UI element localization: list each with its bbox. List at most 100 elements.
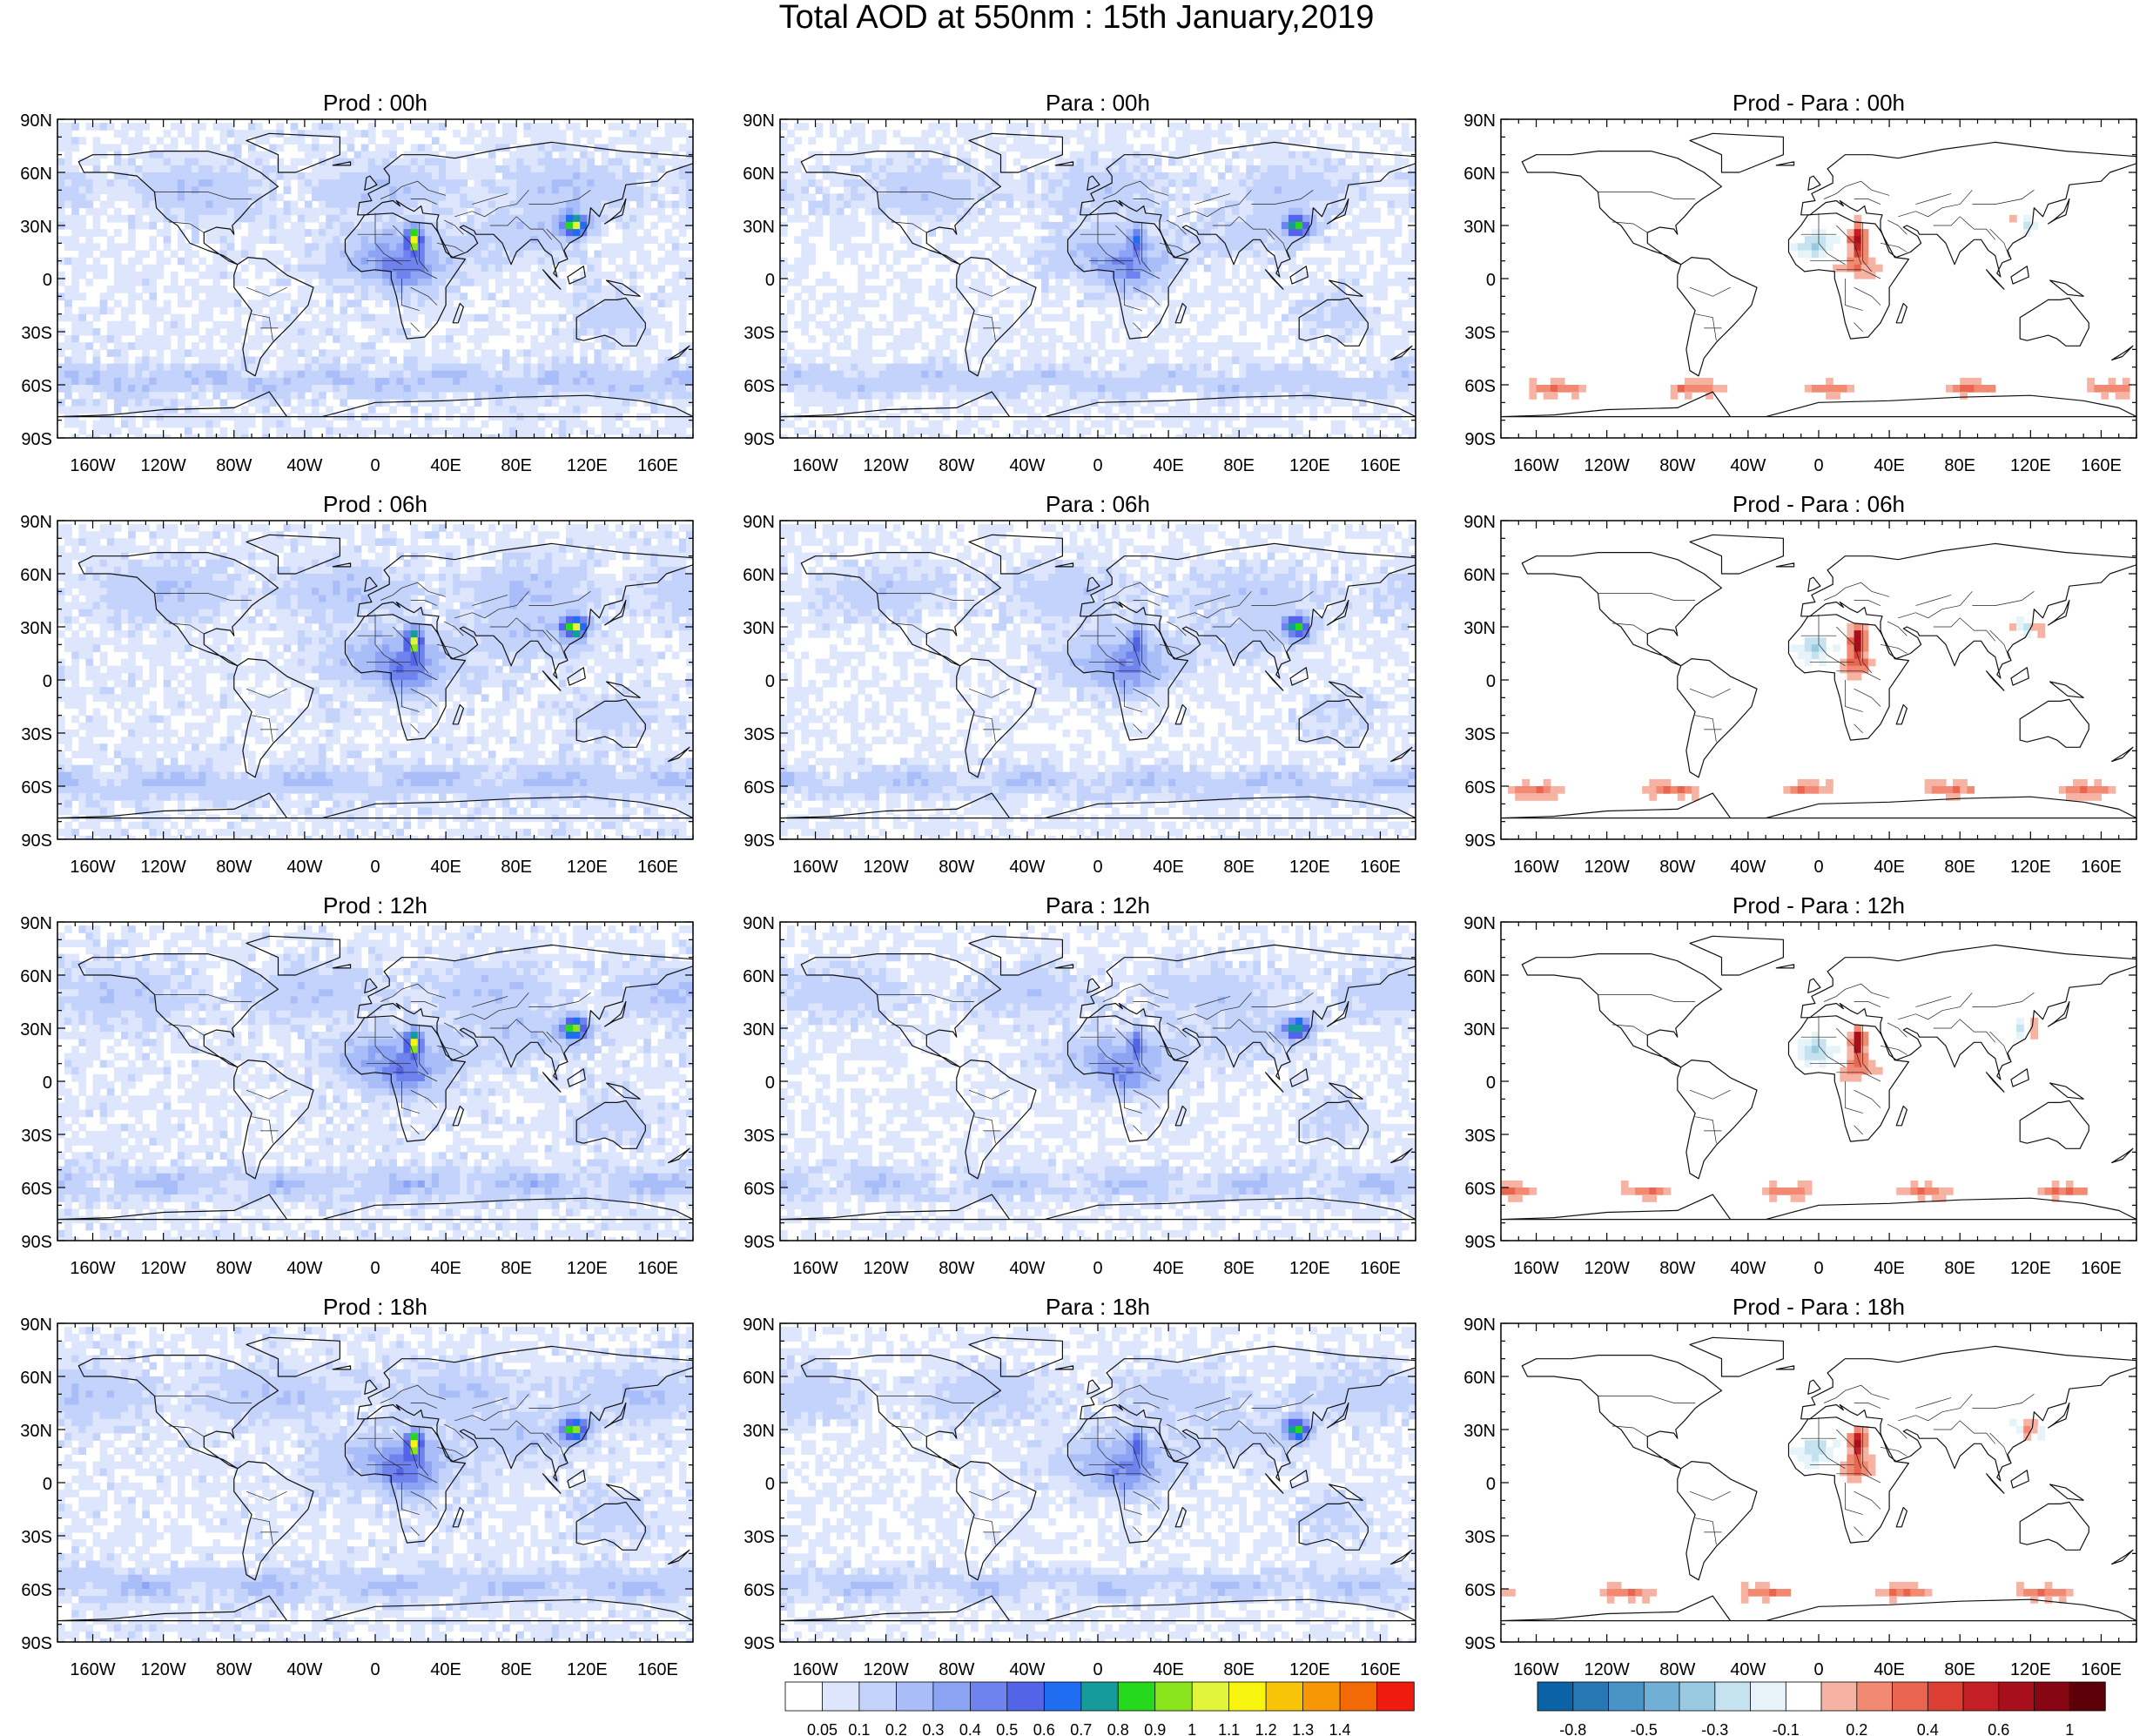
lat-tick-label: 60S	[1464, 1581, 1496, 1600]
panel-title: Para : 12h	[1046, 892, 1150, 918]
country-borders	[1598, 582, 2035, 743]
colorbar-box	[1892, 1681, 1928, 1712]
lon-tick-label: 120W	[1584, 1660, 1630, 1679]
lat-tick-label: 60N	[743, 1369, 775, 1388]
colorbar-box	[970, 1681, 1008, 1712]
lon-tick-label: 120W	[1584, 456, 1630, 475]
lat-tick-label: 60S	[743, 778, 775, 797]
lat-tick-label: 60S	[21, 1581, 52, 1600]
map-panel-prod-12h: Prod : 12h 90N 60N 30N 0 30S 60S 90S 160W 120W 80W…	[20, 892, 694, 1278]
lon-tick-label: 40W	[286, 858, 322, 877]
lat-tick-label: 60N	[743, 566, 775, 585]
lon-tick-label: 160E	[1360, 1660, 1401, 1679]
lat-tick-label: 0	[1486, 1073, 1496, 1093]
lon-tick-label: 80E	[1944, 456, 1975, 475]
lat-tick-label: 90S	[21, 1233, 52, 1252]
lat-tick-label: 0	[765, 672, 775, 691]
lat-tick-label: 90N	[1463, 914, 1496, 933]
colorbar-box	[1927, 1681, 1964, 1712]
colorbar-box	[1376, 1681, 1415, 1712]
country-borders	[877, 582, 1314, 743]
lon-tick-label: 120W	[864, 858, 909, 877]
lat-tick-label: 90N	[743, 1315, 775, 1335]
panel-title: Prod : 06h	[323, 491, 427, 517]
lon-tick-label: 160W	[1513, 858, 1558, 877]
coastlines	[1501, 534, 2136, 819]
lon-tick-label: 160E	[1360, 1259, 1401, 1278]
coastlines	[57, 935, 693, 1221]
lon-tick-label: 80E	[1223, 1259, 1255, 1278]
lon-tick-label: 0	[370, 456, 380, 475]
lat-tick-label: 90N	[743, 111, 775, 131]
tick-marks	[57, 1322, 694, 1643]
colorbar-label: 0.6	[1988, 1721, 2009, 1736]
lat-tick-label: 60N	[20, 1369, 52, 1388]
lat-tick-label: 0	[765, 1073, 775, 1093]
tick-marks	[1500, 1322, 2137, 1643]
lon-tick-label: 80W	[939, 456, 974, 475]
lon-tick-label: 80W	[216, 1259, 252, 1278]
country-borders	[877, 983, 1314, 1144]
lat-tick-label: 30S	[743, 1528, 775, 1547]
lon-tick-label: 40E	[1153, 456, 1184, 475]
colorbar-label: -0.5	[1631, 1721, 1658, 1736]
shaded-field	[57, 119, 693, 438]
colorbar-box	[2034, 1681, 2070, 1712]
aod-colorbar: 0.05 0.1 0.2 0.3 0.4 0.5 0.6 0.7 0.8 0.9 1 1.1 1.2 1.…	[784, 1681, 1415, 1736]
lon-tick-label: 40W	[1730, 1259, 1766, 1278]
panel-title: Prod - Para : 06h	[1732, 491, 1905, 517]
lon-tick-label: 80W	[939, 858, 974, 877]
colorbar-label: -0.1	[1773, 1721, 1800, 1736]
lon-tick-label: 80W	[1659, 456, 1695, 475]
colorbar-label: -0.8	[1559, 1721, 1586, 1736]
lon-tick-label: 80W	[939, 1259, 974, 1278]
lon-tick-label: 160W	[792, 456, 838, 475]
colorbar-box	[1962, 1681, 2000, 1712]
lon-tick-label: 120E	[1289, 1259, 1330, 1278]
country-borders	[1598, 180, 2035, 341]
lat-tick-label: 90S	[1464, 1634, 1496, 1653]
lat-tick-label: 30S	[743, 1127, 775, 1146]
lat-tick-label: 0	[43, 672, 52, 691]
lat-tick-label: 90S	[21, 831, 52, 851]
colorbar-box	[1154, 1681, 1193, 1712]
figure-title: Total AOD at 550nm : 15th January,2019	[0, 0, 2153, 35]
lon-tick-label: 80E	[1944, 858, 1975, 877]
lat-tick-label: 90N	[1463, 111, 1496, 131]
colorbar-label: 0.7	[1070, 1721, 1092, 1736]
country-borders	[154, 180, 591, 341]
lon-tick-label: 120E	[567, 858, 608, 877]
lon-tick-label: 120E	[1289, 1660, 1330, 1679]
colorbar-box	[1820, 1681, 1858, 1712]
shaded-field	[57, 922, 693, 1241]
lon-tick-label: 0	[1093, 456, 1102, 475]
lat-tick-label: 90N	[20, 111, 52, 131]
colorbar-box	[1080, 1681, 1120, 1712]
lat-tick-label: 0	[1486, 672, 1496, 691]
lon-tick-label: 0	[1093, 858, 1102, 877]
lon-tick-label: 0	[370, 1660, 380, 1679]
lon-tick-label: 80E	[1944, 1259, 1975, 1278]
lat-tick-label: 90S	[21, 1634, 52, 1653]
lat-tick-label: 60N	[20, 165, 52, 184]
lon-tick-label: 120W	[1584, 858, 1630, 877]
lon-tick-label: 120W	[141, 858, 186, 877]
lon-tick-label: 80W	[1659, 858, 1695, 877]
shaded-field	[780, 521, 1416, 839]
lat-tick-label: 60S	[743, 1180, 775, 1199]
lon-tick-label: 120E	[1289, 456, 1330, 475]
colorbar-label: 1	[2065, 1721, 2074, 1736]
lon-tick-label: 40W	[286, 1259, 322, 1278]
colorbar-box	[1265, 1681, 1304, 1712]
panel-title: Prod - Para : 18h	[1732, 1294, 1905, 1320]
lon-tick-label: 80E	[501, 1660, 532, 1679]
colorbar-box	[784, 1681, 824, 1712]
lat-tick-label: 30S	[743, 725, 775, 744]
lon-tick-label: 160W	[70, 858, 115, 877]
lon-tick-label: 160E	[2081, 456, 2122, 475]
lat-tick-label: 0	[43, 1073, 52, 1093]
lat-tick-label: 60S	[21, 778, 52, 797]
lon-tick-label: 160E	[2081, 1259, 2122, 1278]
lat-tick-label: 90S	[1464, 831, 1496, 851]
lat-tick-label: 90S	[743, 831, 775, 851]
